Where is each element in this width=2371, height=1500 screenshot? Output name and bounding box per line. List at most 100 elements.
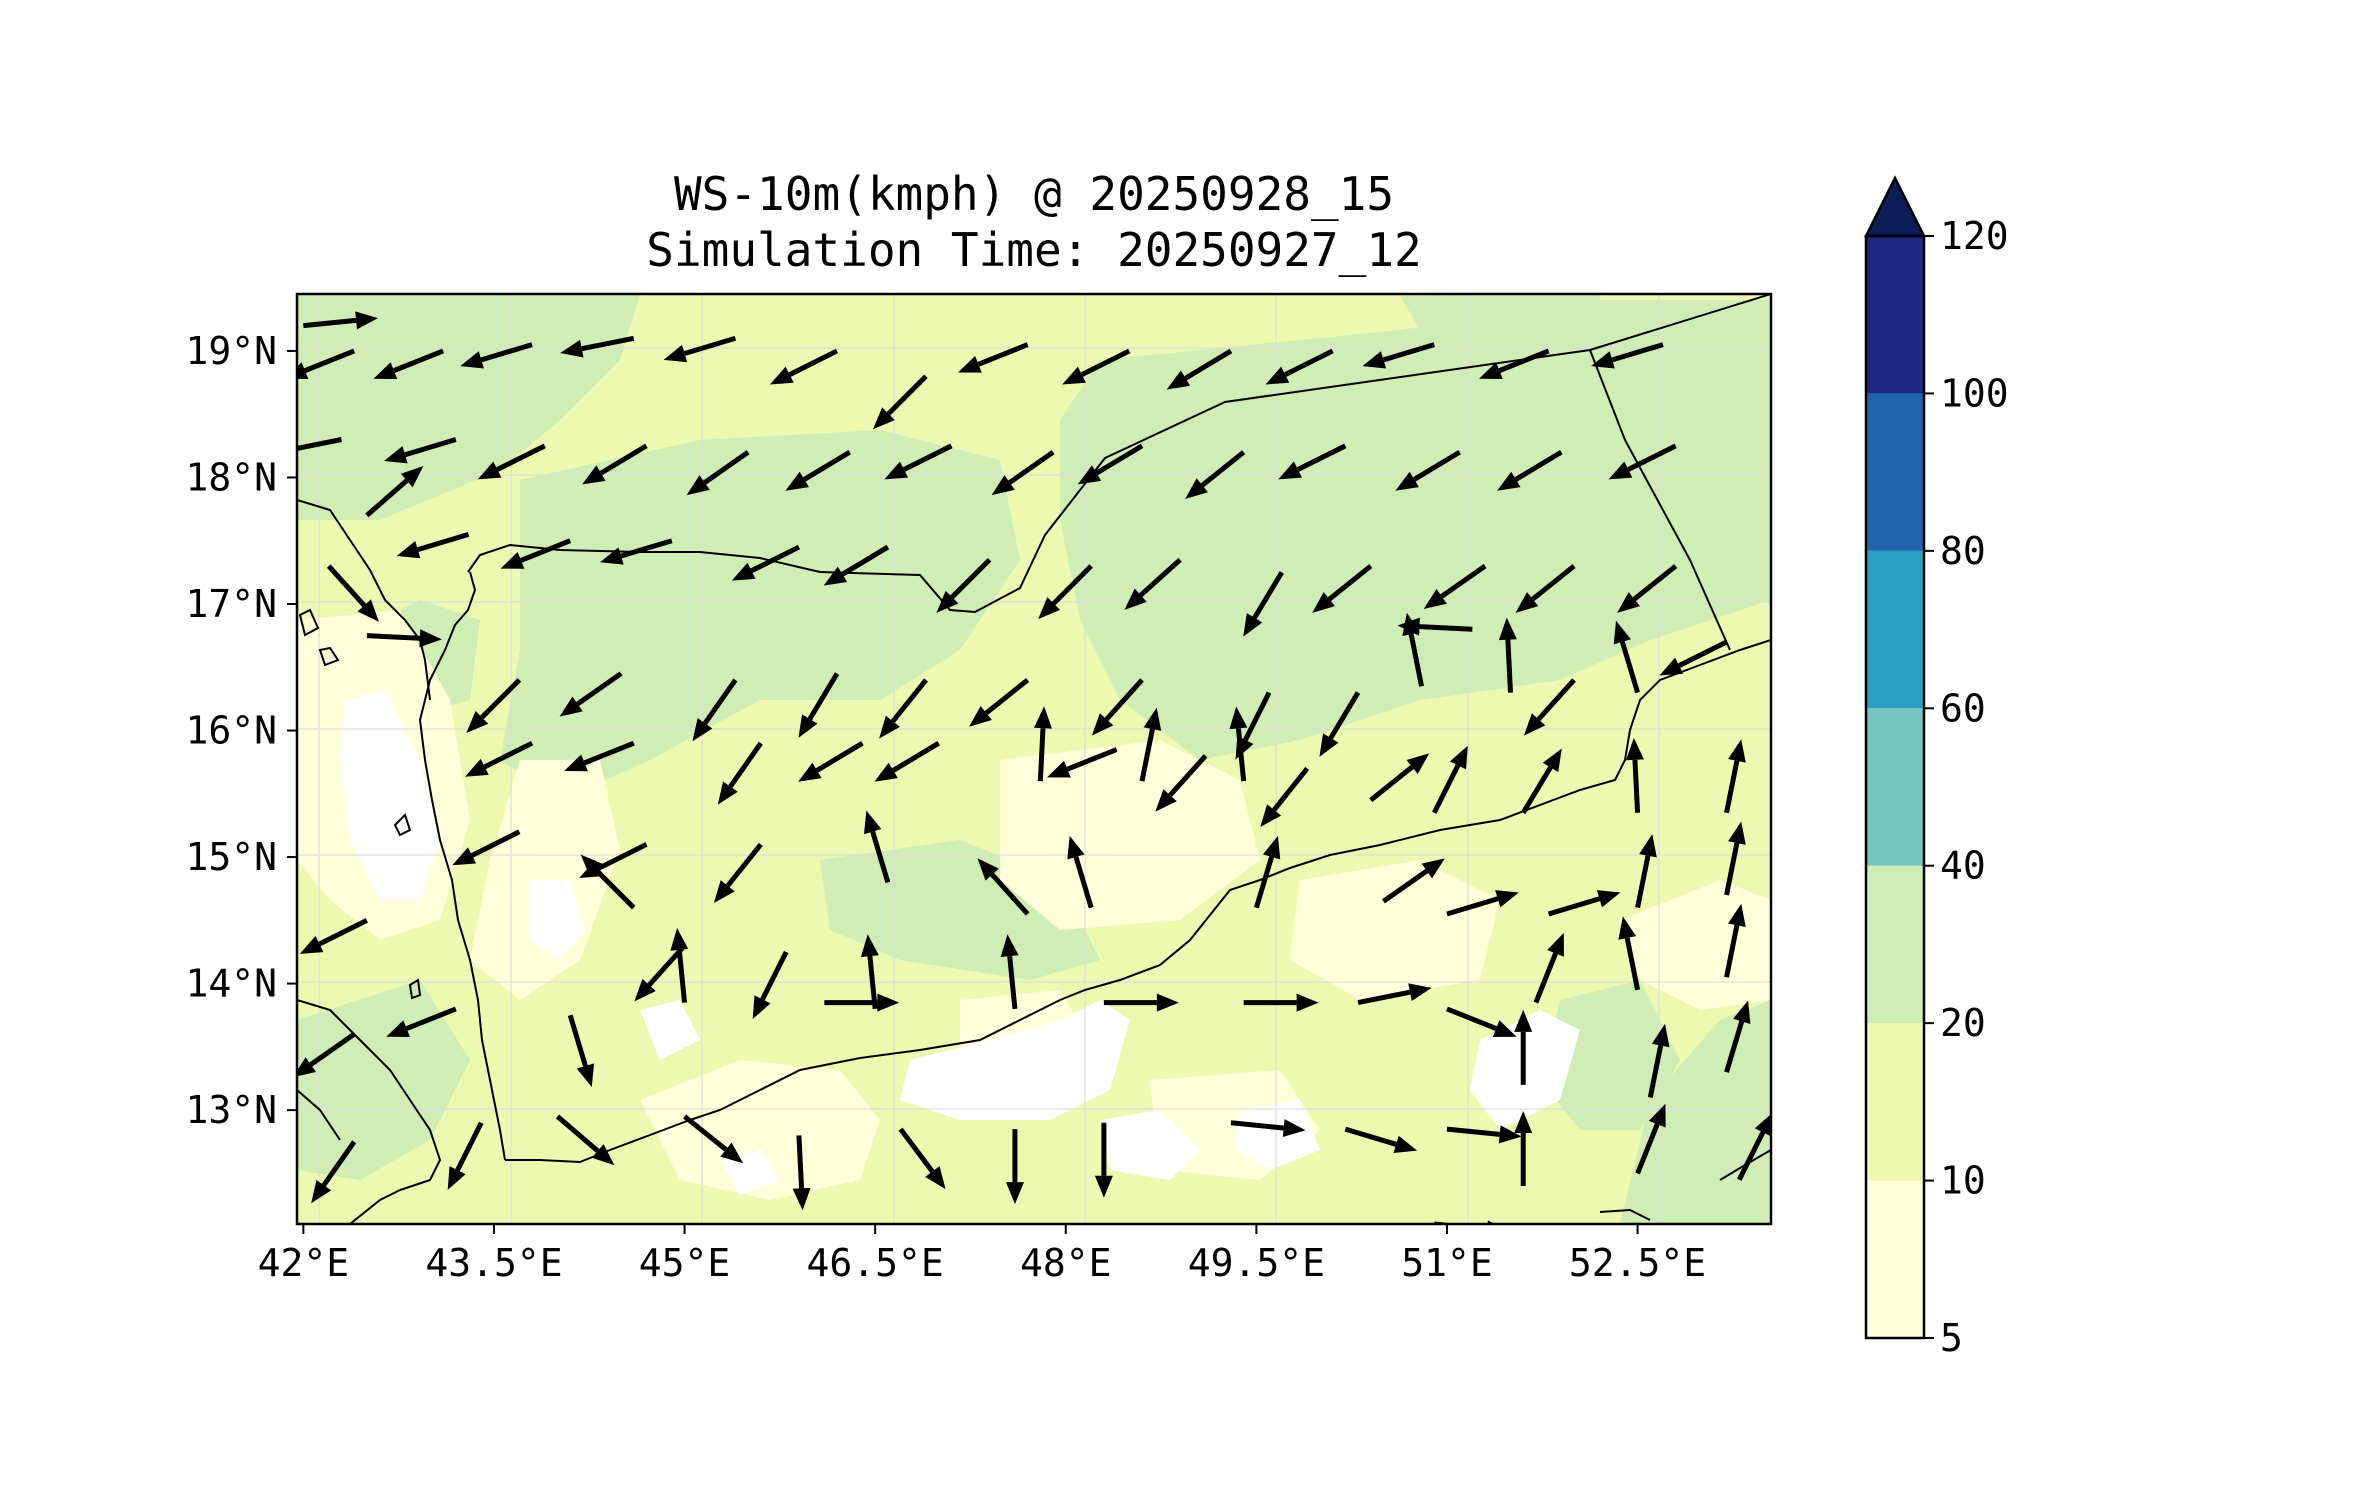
wind-vector	[580, 854, 636, 910]
wind-vector	[872, 374, 928, 430]
wind-vector	[1265, 348, 1334, 385]
map-grid	[297, 294, 1771, 1224]
wind-vector	[1166, 348, 1233, 390]
wind-vector	[1253, 835, 1281, 909]
colorbar-segment	[1866, 708, 1924, 866]
wind-vector	[898, 1127, 946, 1190]
x-tick-label: 46.5°E	[807, 1241, 944, 1285]
wind-vector	[958, 342, 1029, 373]
wind-vector	[1395, 450, 1461, 491]
wind-vector	[564, 740, 635, 772]
y-tick-label: 19°N	[185, 329, 277, 373]
wind-vector	[500, 538, 572, 569]
wind-vector	[1523, 678, 1576, 736]
wind-vector	[1344, 1126, 1418, 1153]
wind-vector	[1229, 706, 1248, 782]
colorbar-segment	[1866, 393, 1924, 551]
colorbar-segment	[1866, 550, 1924, 709]
wind-vector	[1547, 890, 1621, 917]
wind-vector	[823, 544, 890, 586]
wind-vector	[365, 466, 424, 518]
wind-vector	[1124, 557, 1182, 610]
wind-vector	[713, 842, 763, 903]
colorbar-tick-label: 40	[1940, 844, 1986, 888]
wind-vector	[299, 918, 369, 954]
wind-vector	[1103, 993, 1179, 1012]
colorbar-tick-label: 20	[1940, 1001, 1986, 1045]
wind-vector	[1397, 617, 1473, 636]
wind-vector	[752, 950, 789, 1020]
wind-vector	[1094, 1122, 1113, 1198]
wind-vector	[555, 1114, 615, 1166]
wind-vector	[1243, 993, 1319, 1012]
wind-vector	[1155, 754, 1208, 812]
x-tick-label: 52.5°E	[1569, 1241, 1706, 1285]
wind-vector	[559, 671, 623, 717]
wind-vector	[1091, 678, 1144, 736]
wind-vector	[460, 342, 533, 369]
colorbar-tick-label: 60	[1940, 686, 1986, 730]
wind-vector	[383, 437, 457, 464]
wind-vector	[1478, 348, 1550, 379]
wind-vector	[1260, 766, 1310, 828]
wind-vector	[879, 678, 928, 739]
wind-vector	[447, 1121, 484, 1190]
y-axis: 19°N 18°N 17°N 16°N 15°N 14°N 13°N	[185, 329, 297, 1132]
wind-vector	[1362, 342, 1435, 369]
wind-vector	[1625, 737, 1644, 813]
wind-vector	[1185, 450, 1246, 500]
wind-vector	[582, 443, 648, 485]
map-frame	[295, 292, 1773, 1226]
wind-vector	[1635, 1103, 1666, 1175]
wind-vector	[1230, 1119, 1306, 1138]
wind-vector	[1533, 932, 1564, 1004]
oman-yemen-border	[1589, 349, 1731, 651]
wind-vector	[936, 557, 992, 613]
yemen-west-coast	[418, 571, 506, 1161]
wind-vector	[1724, 1000, 1751, 1073]
wind-vector	[686, 450, 750, 496]
wind-vector	[1369, 753, 1430, 803]
wind-vector	[1515, 564, 1576, 613]
wind-vector	[1034, 706, 1052, 782]
wind-vector	[1357, 983, 1432, 1006]
wind-vector	[1432, 745, 1468, 814]
wind-vector	[769, 348, 839, 385]
colorbar-segment	[1866, 1023, 1924, 1181]
x-tick-label: 43.5°E	[425, 1241, 562, 1285]
wind-vector	[560, 335, 635, 358]
wind-vector	[1067, 835, 1094, 909]
wind-vector	[1514, 1111, 1533, 1187]
wind-vector	[1446, 1125, 1522, 1144]
wind-vector	[1659, 639, 1728, 676]
wind-vector	[477, 443, 546, 480]
map-panel	[295, 292, 1773, 1226]
wind-vector	[785, 450, 852, 491]
wind-vector	[1498, 617, 1517, 693]
colorbar-tick-label: 80	[1940, 529, 1986, 573]
wind-vector	[1724, 739, 1746, 814]
wind-vector	[297, 348, 356, 379]
wind-vector	[303, 311, 378, 330]
wind-vector	[1514, 1009, 1533, 1085]
wind-vector	[466, 678, 522, 733]
wind-vector	[1608, 443, 1677, 480]
wind-vectors	[297, 311, 1771, 1224]
y-tick-label: 15°N	[185, 835, 277, 879]
wind-vector	[1312, 564, 1373, 613]
chart-title-line1: WS-10m(kmph) @ 20250928_15	[674, 167, 1394, 221]
colorbar-segment	[1866, 1180, 1924, 1338]
wind-vector	[373, 348, 445, 379]
wind-vector	[874, 741, 940, 782]
colorbar: 5 10 20 40 60 80 100 120	[1863, 175, 2009, 1360]
wind-vector	[1062, 348, 1131, 385]
wind-vector	[1736, 1114, 1771, 1181]
colorbar-segment	[1866, 236, 1924, 394]
wind-vector	[1724, 903, 1746, 978]
wind-vector	[1038, 564, 1093, 620]
west-red-sea-coast	[297, 499, 431, 701]
wind-vector	[792, 1135, 811, 1211]
x-tick-label: 49.5°E	[1188, 1241, 1325, 1285]
x-axis: 42°E 43.5°E 45°E 46.5°E 48°E 49.5°E 51°E 52.5°E	[258, 1224, 1706, 1285]
wind-vector	[1521, 748, 1562, 815]
